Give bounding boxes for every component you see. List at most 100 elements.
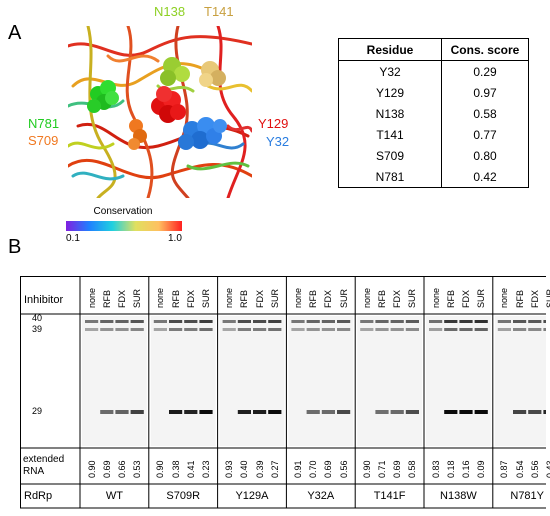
inhibitor-label: none — [224, 287, 235, 308]
gel-band-39 — [429, 328, 443, 331]
extended-rna-value: 0.16 — [461, 460, 471, 478]
label-n138: N138 — [154, 4, 186, 19]
gel-band-40 — [153, 320, 167, 323]
extended-rna-value: 0.56 — [529, 460, 540, 478]
gel-band-39 — [543, 328, 546, 331]
gel-band-39 — [253, 328, 267, 331]
gel-band-40 — [253, 320, 267, 323]
table-header-row: Residue Cons. score — [338, 38, 529, 61]
extended-rna-value: 0.70 — [308, 460, 319, 478]
gel-band-40 — [405, 320, 419, 323]
gel-band-29 — [253, 410, 267, 414]
inhibitor-label: RFB — [101, 290, 112, 308]
gel-band-29 — [321, 410, 335, 414]
table-cell-residue: N781 — [338, 166, 442, 188]
gel-lane-background — [426, 316, 491, 446]
gel-band-40 — [268, 320, 282, 323]
gel-band-39 — [130, 328, 144, 331]
gel-lane-background — [494, 316, 546, 446]
gel-lane-background — [82, 316, 147, 446]
extended-rna-value: 0.40 — [239, 460, 250, 478]
gel-band-39 — [444, 328, 458, 331]
label-n781: N781 — [28, 116, 60, 131]
gel-band-40 — [360, 320, 374, 323]
inhibitor-label: FDX — [117, 290, 127, 308]
gel-band-40 — [513, 320, 527, 323]
rdrp-label: N781Y — [510, 490, 545, 502]
extended-rna-value: 0.39 — [254, 460, 265, 478]
inhibitor-label: FDX — [254, 290, 265, 308]
gel-band-29 — [169, 410, 183, 414]
gel-band-40 — [291, 320, 305, 323]
gel-band-40 — [444, 320, 458, 323]
gel-lane-background — [288, 316, 354, 446]
gel-band-29 — [513, 410, 527, 414]
gel-band-39 — [199, 328, 213, 331]
gel-band-39 — [222, 328, 236, 331]
gel-band-39 — [528, 328, 542, 331]
table-cell-score: 0.77 — [473, 127, 497, 142]
gel-band-40 — [474, 320, 488, 323]
inhibitor-label: none — [293, 287, 303, 308]
inhibitor-label: SUR — [476, 288, 487, 308]
extended-rna-value: 0.90 — [86, 460, 97, 478]
inhibitor-label: none — [499, 287, 510, 308]
colorbar-title: Conservation — [93, 206, 153, 217]
gel-lane-background — [219, 316, 285, 446]
table-header-residue: Residue — [338, 38, 442, 61]
gel-band-40 — [115, 320, 129, 323]
gel-band-39 — [237, 328, 251, 331]
extended-rna-value: 0.71 — [377, 460, 387, 478]
inhibitor-label: RFB — [308, 290, 319, 308]
inhibitor-label: FDX — [392, 290, 403, 308]
gel-band-40 — [237, 320, 251, 323]
rdrp-label: WT — [105, 490, 123, 502]
gel-band-29 — [405, 410, 419, 414]
gel-band-40 — [543, 320, 546, 323]
extended-rna-value: 0.09 — [476, 460, 487, 478]
extended-rna-value: 0.18 — [445, 460, 456, 478]
extended-rna-value: 0.43 — [545, 460, 550, 478]
gel-figure — [20, 276, 546, 509]
gel-band-39 — [321, 328, 335, 331]
gel-band-39 — [169, 328, 183, 331]
extended-rna-value: 0.91 — [293, 460, 303, 478]
table-row: Y129 0.97 — [338, 82, 529, 103]
gel-band-40 — [497, 320, 511, 323]
gel-lane-background — [150, 316, 216, 446]
gel-band-29 — [444, 410, 458, 414]
extended-rna-value: 0.83 — [430, 460, 441, 478]
gel-band-29 — [115, 410, 129, 414]
rdrp-label: Y32A — [307, 490, 335, 502]
table-cell-residue: N138 — [338, 103, 442, 124]
protein-structure-image — [68, 26, 252, 198]
table-cell-residue: S709 — [338, 145, 442, 166]
table-cell-score: 0.42 — [473, 169, 497, 184]
gel-band-39 — [306, 328, 320, 331]
gel-band-39 — [337, 328, 351, 331]
gel-band-29 — [268, 410, 282, 414]
gel-band-40 — [306, 320, 320, 323]
gel-band-39 — [360, 328, 374, 331]
gel-band-39 — [100, 328, 114, 331]
gel-lane-background — [357, 316, 422, 446]
row-label-extended-line1: extended — [23, 454, 65, 465]
extended-rna-value: 0.87 — [499, 460, 510, 478]
gel-band-39 — [405, 328, 419, 331]
extended-rna-value: 0.56 — [338, 460, 349, 478]
label-y129: Y129 — [258, 116, 289, 131]
inhibitor-label: RFB — [377, 290, 387, 308]
row-label-extended-line2: RNA — [23, 466, 45, 477]
extended-rna-value: 0.23 — [201, 460, 211, 478]
gel-band-29 — [474, 410, 488, 414]
extended-rna-value: 0.90 — [361, 460, 372, 478]
gel-band-40 — [130, 320, 144, 323]
gel-band-40 — [199, 320, 213, 323]
gel-band-29 — [528, 410, 542, 414]
label-t141: T141 — [204, 4, 234, 19]
gel-band-29 — [184, 410, 198, 414]
inhibitor-label: SUR — [338, 288, 349, 308]
gel-band-29 — [375, 410, 389, 414]
inhibitor-label: SUR — [269, 288, 280, 308]
gel-band-39 — [115, 328, 129, 331]
